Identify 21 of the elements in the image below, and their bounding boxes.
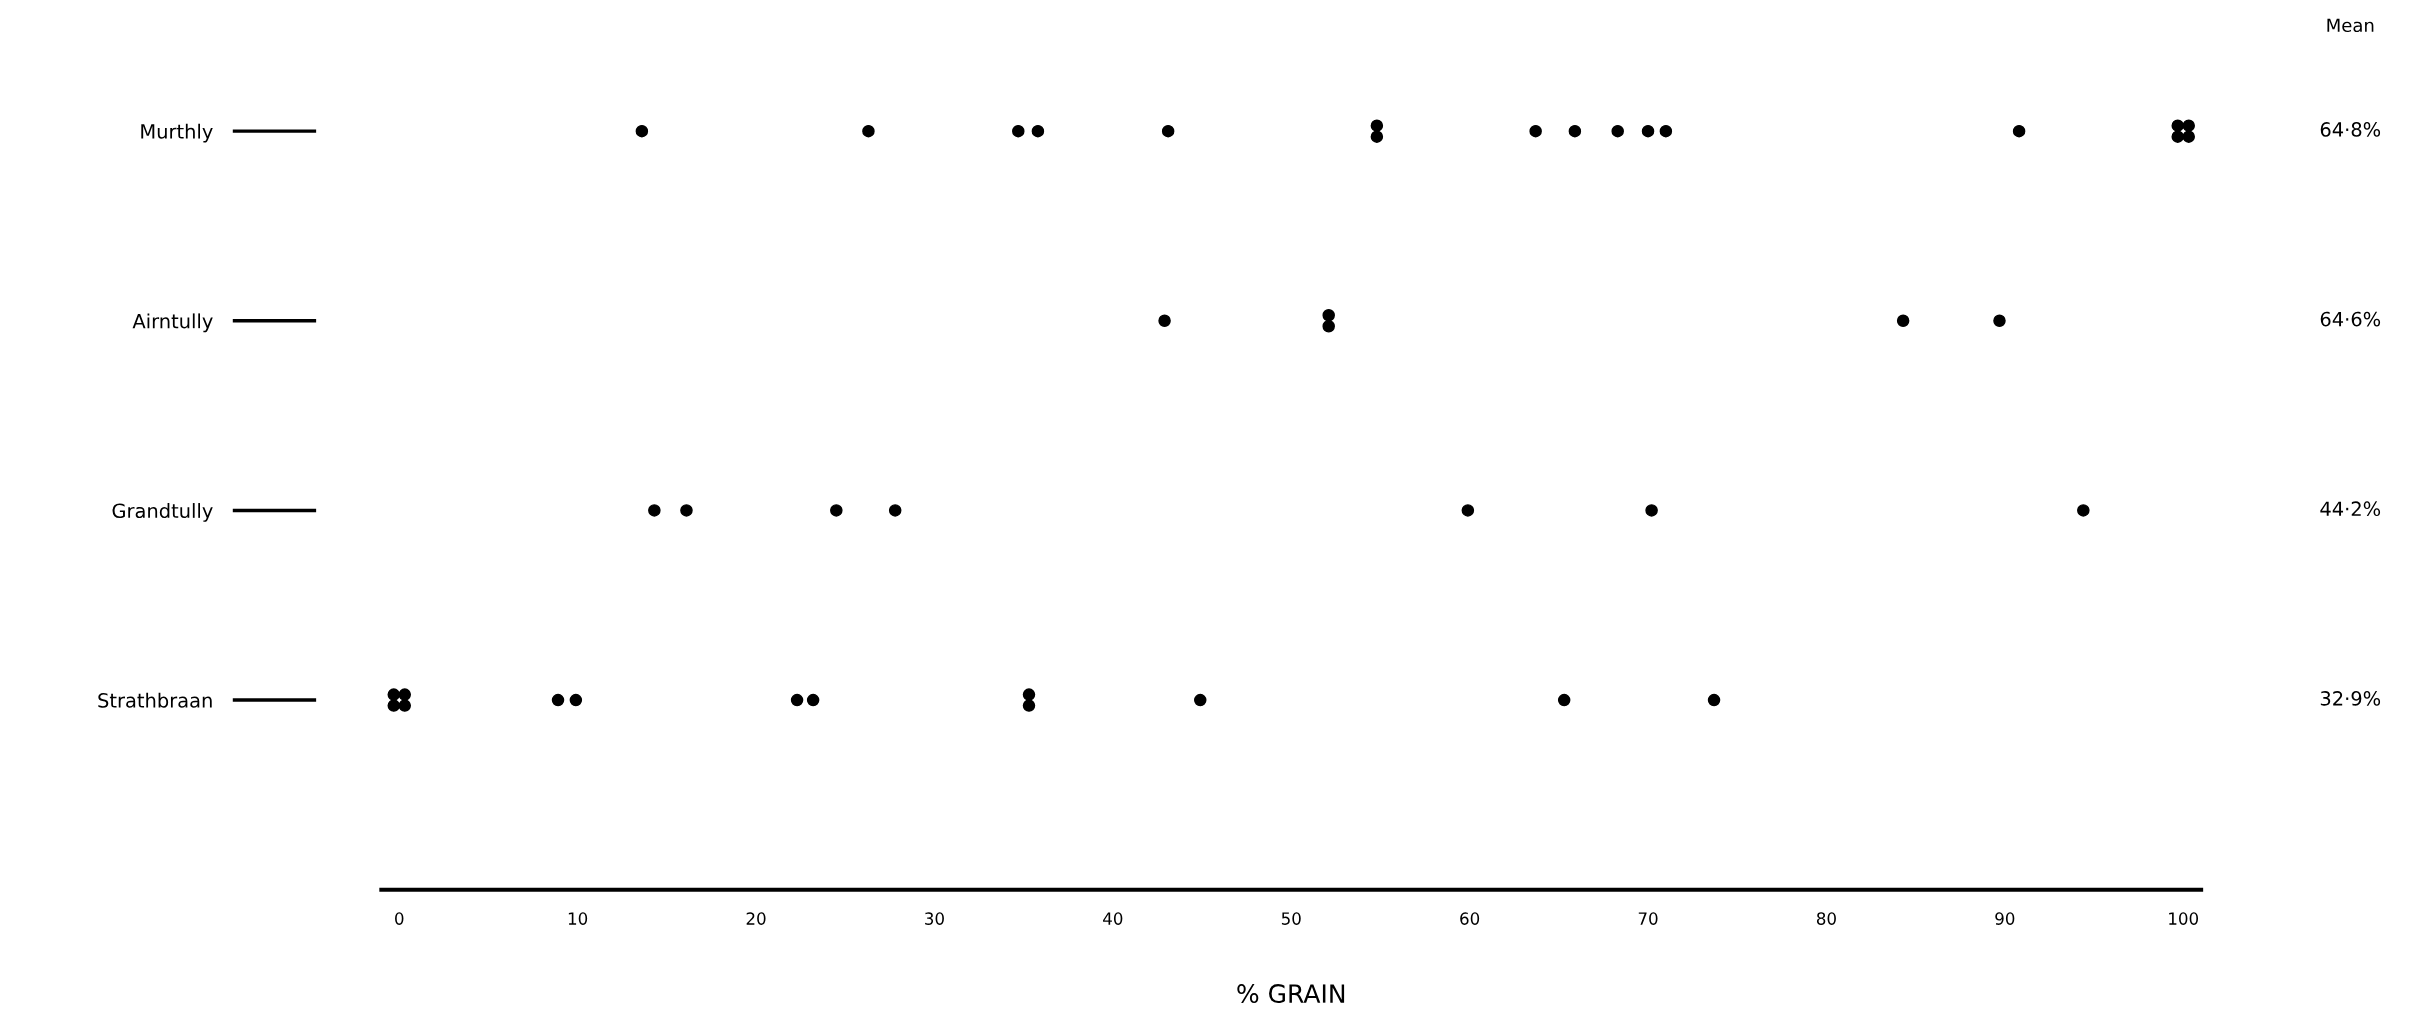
x-tick-label: 30: [925, 912, 944, 925]
x-tick-label: 100: [2169, 912, 2199, 925]
x-tick-label: 20: [746, 912, 766, 925]
x-tick-label: 70: [1638, 912, 1658, 925]
x-tick-label: 50: [1281, 912, 1301, 925]
text: 32·9%: [2320, 691, 2381, 706]
y-tick-label: Strathbraan: [98, 692, 212, 708]
y-tick-label: Airntully: [132, 313, 213, 333]
x-tick-label: 40: [1103, 912, 1123, 925]
x-tick-label: 10: [568, 912, 588, 925]
x-tick-label: 80: [1816, 912, 1836, 925]
text: 44·2%: [2320, 501, 2381, 517]
text: 64·6%: [2320, 311, 2381, 327]
x-axis-title: % GRAIN: [1237, 984, 1345, 1004]
x-tick-label: 0: [395, 912, 404, 925]
text: Mean: [2327, 18, 2374, 33]
y-tick-label: Grandtully: [112, 503, 213, 522]
y-tick-label: Murthly: [141, 123, 213, 143]
x-tick-label: 60: [1460, 912, 1480, 925]
text: 64·8%: [2320, 122, 2381, 137]
x-tick-label: 90: [1995, 912, 2015, 925]
